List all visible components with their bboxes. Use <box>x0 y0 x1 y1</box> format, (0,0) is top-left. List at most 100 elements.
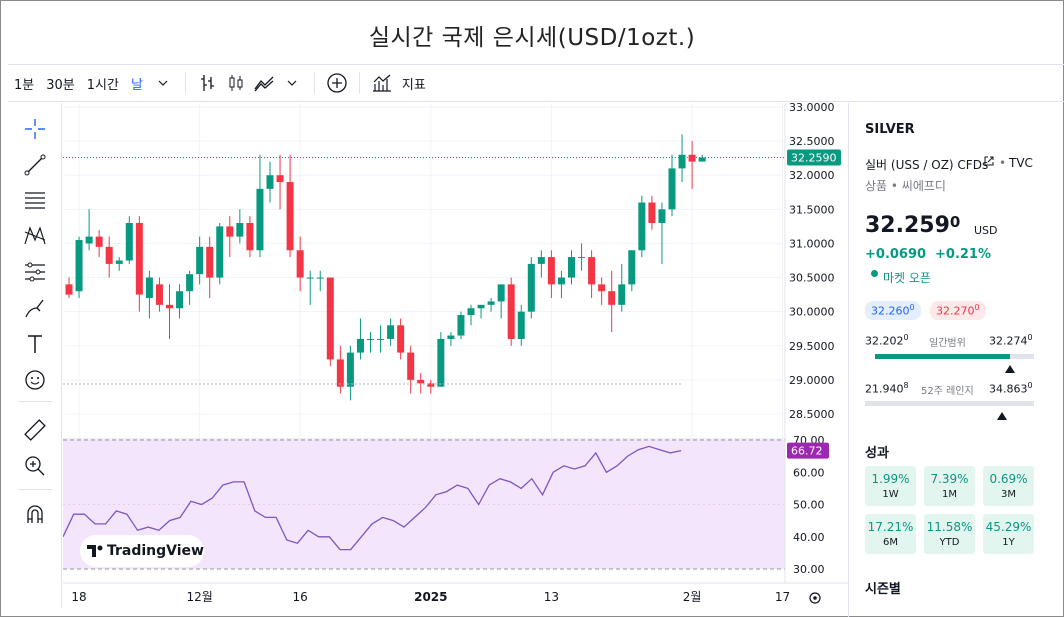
rsi-last-label: 66.72 <box>791 445 823 458</box>
forecast-icon[interactable] <box>21 258 49 286</box>
trend-line-icon[interactable] <box>21 151 49 179</box>
ruler-icon[interactable] <box>21 416 49 444</box>
area-chart-icon[interactable] <box>252 71 276 95</box>
text-icon[interactable] <box>21 330 49 358</box>
currency: USD <box>974 224 998 237</box>
emoji-icon[interactable] <box>21 366 49 394</box>
perf-ytd[interactable]: 11.58% YTD <box>924 514 975 554</box>
toolbar-divider <box>18 401 52 402</box>
candle-body <box>367 338 374 340</box>
price-tick-label: 30.0000 <box>789 306 835 319</box>
candle-body <box>196 246 204 275</box>
perf-1m[interactable]: 7.39% 1M <box>924 466 975 506</box>
interval-1m[interactable]: 1분 <box>14 77 35 93</box>
candle-body <box>527 263 535 312</box>
candles-series <box>63 134 785 401</box>
interval-day[interactable]: 날 <box>130 77 143 93</box>
settings-gear-icon[interactable] <box>809 592 821 604</box>
price-tick-label: 32.0000 <box>789 169 835 182</box>
candle-body <box>668 168 676 210</box>
perf-6m[interactable]: 17.21% 6M <box>865 514 916 554</box>
candle-body <box>648 202 656 223</box>
toolbar-divider <box>18 489 52 490</box>
candle-body <box>457 315 465 336</box>
day-range-marker <box>1005 362 1016 376</box>
candle-body <box>75 240 83 292</box>
interval-30m[interactable]: 30분 <box>46 77 75 93</box>
tradingview-logo-text: TradingView <box>107 543 204 559</box>
zoom-icon[interactable] <box>21 452 49 480</box>
time-tick-label: 18 <box>71 590 86 604</box>
magnet-icon[interactable] <box>21 501 49 529</box>
candle-body <box>658 209 666 223</box>
external-link-icon[interactable] <box>983 155 995 170</box>
time-tick-label: 13 <box>544 590 559 604</box>
candle-body <box>698 157 706 162</box>
pattern-icon[interactable] <box>21 222 49 250</box>
last-price-badge <box>787 149 841 166</box>
candle-body <box>598 284 606 292</box>
52w-high: 34.8630 <box>989 381 1033 396</box>
toolbar-divider <box>313 72 315 94</box>
candles-icon[interactable] <box>224 71 248 95</box>
day-high: 32.2740 <box>989 333 1033 348</box>
candle-body <box>356 338 364 353</box>
perf-1w[interactable]: 1.99% 1W <box>865 466 916 506</box>
candle-body <box>256 188 264 251</box>
candle-body <box>487 301 495 305</box>
candle-body <box>85 236 93 244</box>
price-change-pct: +0.21% <box>935 247 991 262</box>
candle-body <box>537 257 545 264</box>
candle-body <box>206 246 214 278</box>
perf-1y[interactable]: 45.29% 1Y <box>983 514 1034 554</box>
chart-area[interactable]: 33.0000 32.5000 32.0000 31.5000 31.0000 30.50… <box>63 103 848 608</box>
day-low: 32.2020 <box>865 333 909 348</box>
tradingview-logo[interactable]: TradingView <box>80 535 204 567</box>
market-status: 마켓 오픈 <box>883 271 931 285</box>
candle-body <box>166 304 173 309</box>
page-title: 실시간 국제 은시세(USD/1ozt.) <box>368 25 696 51</box>
candle-body <box>377 338 385 340</box>
time-tick-label: 12월 <box>186 590 212 604</box>
candle-body <box>638 202 646 251</box>
52w-range-label: 52주 레인지 <box>921 386 974 397</box>
candle-body <box>296 250 304 278</box>
day-range-label: 일간범위 <box>929 338 966 349</box>
price-tick-label: 28.5000 <box>789 408 835 421</box>
tradingview-logo-icon <box>87 545 103 557</box>
drawing-toolbar <box>8 103 62 608</box>
candle-body <box>306 277 314 279</box>
price-tick-label: 30.5000 <box>789 272 835 285</box>
indicators-icon[interactable] <box>370 71 394 95</box>
ask-price: 32.2700 <box>930 301 986 320</box>
symbol-source: TVC <box>1009 156 1033 170</box>
indicators-button[interactable]: 지표 <box>401 77 426 93</box>
bid-price: 32.2600 <box>865 301 921 320</box>
candle-body <box>346 352 354 387</box>
bar-chart-icon[interactable] <box>196 71 220 95</box>
symbol-description: 실버 (USS / OZ) CFDs <box>865 158 989 172</box>
price-tick-label: 29.5000 <box>789 340 835 353</box>
brush-icon[interactable] <box>21 294 49 322</box>
fib-lines-icon[interactable] <box>21 186 49 214</box>
candle-body <box>568 257 575 278</box>
candle-body <box>145 277 153 299</box>
rsi-tick-label: 50.00 <box>793 499 825 512</box>
price-change: +0.0690 <box>865 247 927 262</box>
perf-3m[interactable]: 0.69% 3M <box>983 466 1034 506</box>
chevron-down-icon[interactable] <box>151 71 175 95</box>
current-price: 32.2590 <box>865 213 961 238</box>
chart-toolbar: 1분 30분 1시간 날 지표 <box>8 64 1064 102</box>
chevron-down-icon[interactable] <box>280 71 304 95</box>
candle-body <box>447 335 455 339</box>
candle-body <box>688 154 696 162</box>
candle-body <box>336 359 344 387</box>
price-tick-label: 33.0000 <box>789 103 835 114</box>
seasonal-title: 시즌별 <box>865 582 901 597</box>
symbol-name[interactable]: SILVER <box>865 122 915 137</box>
crosshair-icon[interactable] <box>21 115 49 143</box>
candle-body <box>608 291 616 305</box>
interval-1h[interactable]: 1시간 <box>86 77 119 93</box>
add-compare-icon[interactable] <box>325 71 349 95</box>
candle-body <box>557 277 565 285</box>
